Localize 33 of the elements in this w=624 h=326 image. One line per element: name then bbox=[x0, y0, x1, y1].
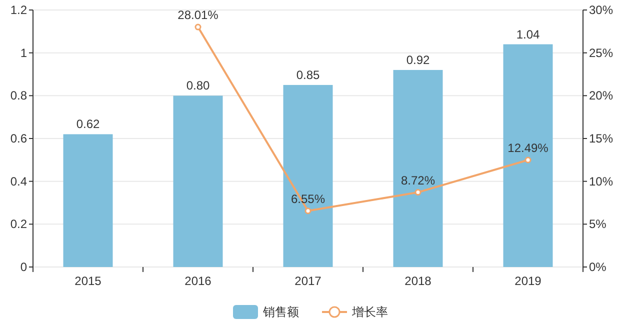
y2-tick-label: 5% bbox=[589, 217, 607, 232]
x-tick-label: 2017 bbox=[294, 274, 322, 288]
y-tick-label: 0.6 bbox=[10, 132, 28, 146]
y-tick-label: 0.2 bbox=[10, 217, 28, 232]
y-tick-label: 1.2 bbox=[10, 3, 28, 17]
y2-tick-label: 20% bbox=[589, 88, 614, 103]
y2-tick-label: 30% bbox=[589, 3, 614, 17]
data-label: 1.04 bbox=[516, 27, 540, 42]
y2-tick-label: 25% bbox=[589, 46, 614, 60]
legend-label: 增长率 bbox=[351, 305, 388, 319]
data-label: 0.85 bbox=[296, 68, 320, 82]
legend-label: 销售额 bbox=[262, 305, 299, 319]
y-tick-label: 1 bbox=[20, 46, 28, 60]
y-tick-label: 0.4 bbox=[10, 174, 28, 188]
data-label: 0.92 bbox=[406, 52, 430, 67]
point bbox=[524, 156, 532, 164]
x-tick-label: 2015 bbox=[74, 274, 102, 288]
y2-tick-label: 10% bbox=[589, 174, 614, 188]
data-label: 8.72% bbox=[400, 173, 436, 188]
x-tick-label: 2019 bbox=[514, 274, 542, 288]
point bbox=[304, 208, 312, 214]
y-tick-label: 0.8 bbox=[10, 88, 28, 103]
data-label: 28.01% bbox=[178, 8, 219, 22]
y-tick-label: 0 bbox=[20, 260, 28, 274]
data-label: 0.62 bbox=[76, 117, 100, 132]
y2-tick-label: 15% bbox=[589, 132, 614, 146]
y2-tick-label: 0% bbox=[589, 260, 607, 274]
data-label: 0.80 bbox=[186, 78, 210, 93]
data-label: 12.49% bbox=[508, 141, 549, 155]
point bbox=[194, 24, 202, 30]
x-tick-label: 2018 bbox=[404, 274, 432, 288]
x-tick-label: 2016 bbox=[184, 274, 212, 288]
point bbox=[414, 189, 422, 196]
